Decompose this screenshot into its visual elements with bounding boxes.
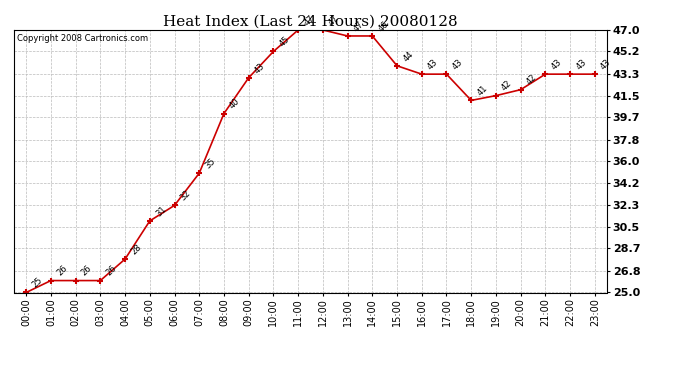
Text: 43: 43 xyxy=(253,61,267,75)
Text: 26: 26 xyxy=(104,264,119,278)
Text: 35: 35 xyxy=(204,156,217,170)
Text: 26: 26 xyxy=(80,264,94,278)
Text: Copyright 2008 Cartronics.com: Copyright 2008 Cartronics.com xyxy=(17,34,148,43)
Title: Heat Index (Last 24 Hours) 20080128: Heat Index (Last 24 Hours) 20080128 xyxy=(164,15,457,29)
Text: 44: 44 xyxy=(401,49,415,63)
Text: 47: 47 xyxy=(302,13,316,27)
Text: 26: 26 xyxy=(55,264,69,278)
Text: 42: 42 xyxy=(525,73,539,87)
Text: 43: 43 xyxy=(574,57,588,71)
Text: 31: 31 xyxy=(154,204,168,218)
Text: 32: 32 xyxy=(179,189,193,202)
Text: 47: 47 xyxy=(352,19,366,33)
Text: 25: 25 xyxy=(30,276,44,290)
Text: 42: 42 xyxy=(500,79,514,93)
Text: 28: 28 xyxy=(129,242,143,256)
Text: 45: 45 xyxy=(277,35,291,49)
Text: 41: 41 xyxy=(475,84,489,98)
Text: 43: 43 xyxy=(426,57,440,71)
Text: 40: 40 xyxy=(228,97,242,111)
Text: 46: 46 xyxy=(377,19,391,33)
Text: 43: 43 xyxy=(451,57,464,71)
Text: 43: 43 xyxy=(549,57,564,71)
Text: 43: 43 xyxy=(599,57,613,71)
Text: 47: 47 xyxy=(327,13,341,27)
